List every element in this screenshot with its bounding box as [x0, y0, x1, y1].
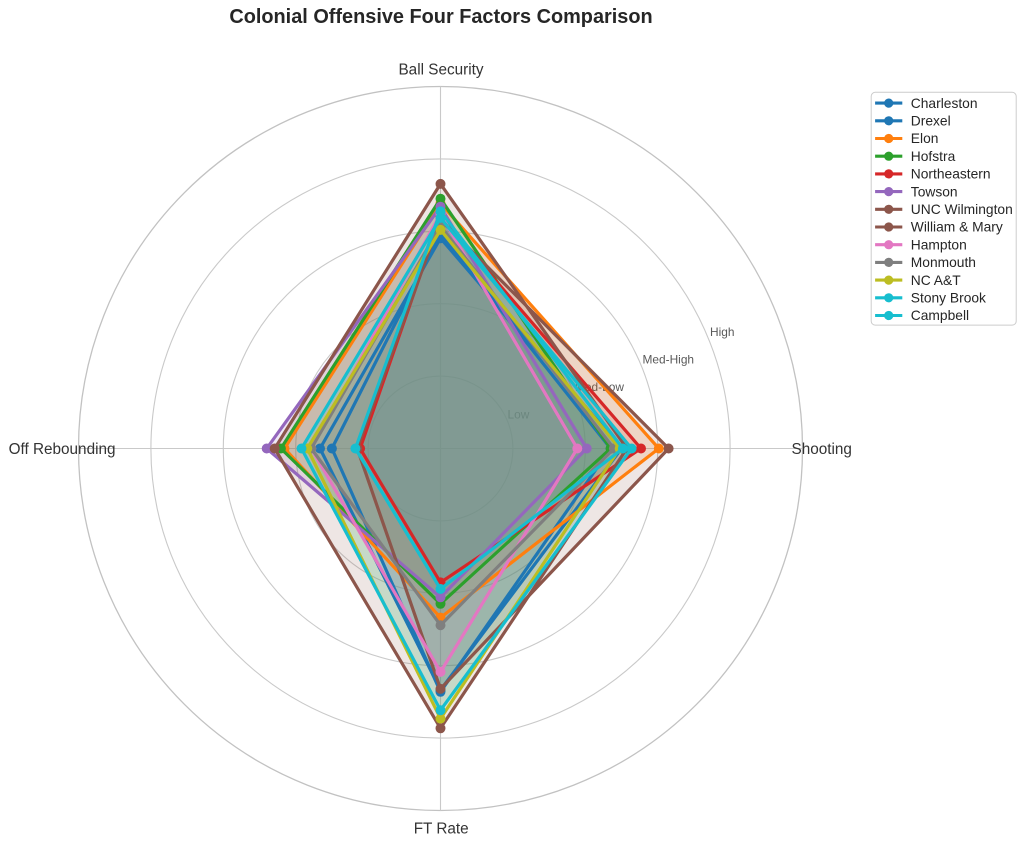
svg-text:Med-High: Med-High	[643, 353, 695, 367]
svg-text:NC A&T: NC A&T	[911, 273, 961, 288]
svg-text:Shooting: Shooting	[792, 441, 852, 458]
svg-text:Charleston: Charleston	[911, 96, 978, 111]
svg-text:Ball Security: Ball Security	[398, 62, 483, 79]
svg-text:Stony Brook: Stony Brook	[911, 291, 986, 306]
svg-text:Drexel: Drexel	[911, 114, 951, 129]
svg-text:Off Rebounding: Off Rebounding	[9, 441, 116, 458]
svg-text:Hofstra: Hofstra	[911, 149, 956, 164]
svg-text:High: High	[710, 325, 734, 339]
svg-text:Monmouth: Monmouth	[911, 255, 976, 270]
svg-text:Low: Low	[508, 408, 530, 422]
svg-text:William & Mary: William & Mary	[911, 220, 1003, 235]
svg-text:Campbell: Campbell	[911, 308, 969, 323]
svg-text:Hampton: Hampton	[911, 237, 967, 252]
svg-text:Colonial Offensive Four Factor: Colonial Offensive Four Factors Comparis…	[229, 6, 652, 28]
svg-text:FT Rate: FT Rate	[414, 821, 469, 838]
svg-text:Elon: Elon	[911, 131, 939, 146]
svg-text:Towson: Towson	[911, 184, 958, 199]
svg-text:Northeastern: Northeastern	[911, 167, 991, 182]
svg-text:UNC Wilmington: UNC Wilmington	[911, 202, 1013, 217]
